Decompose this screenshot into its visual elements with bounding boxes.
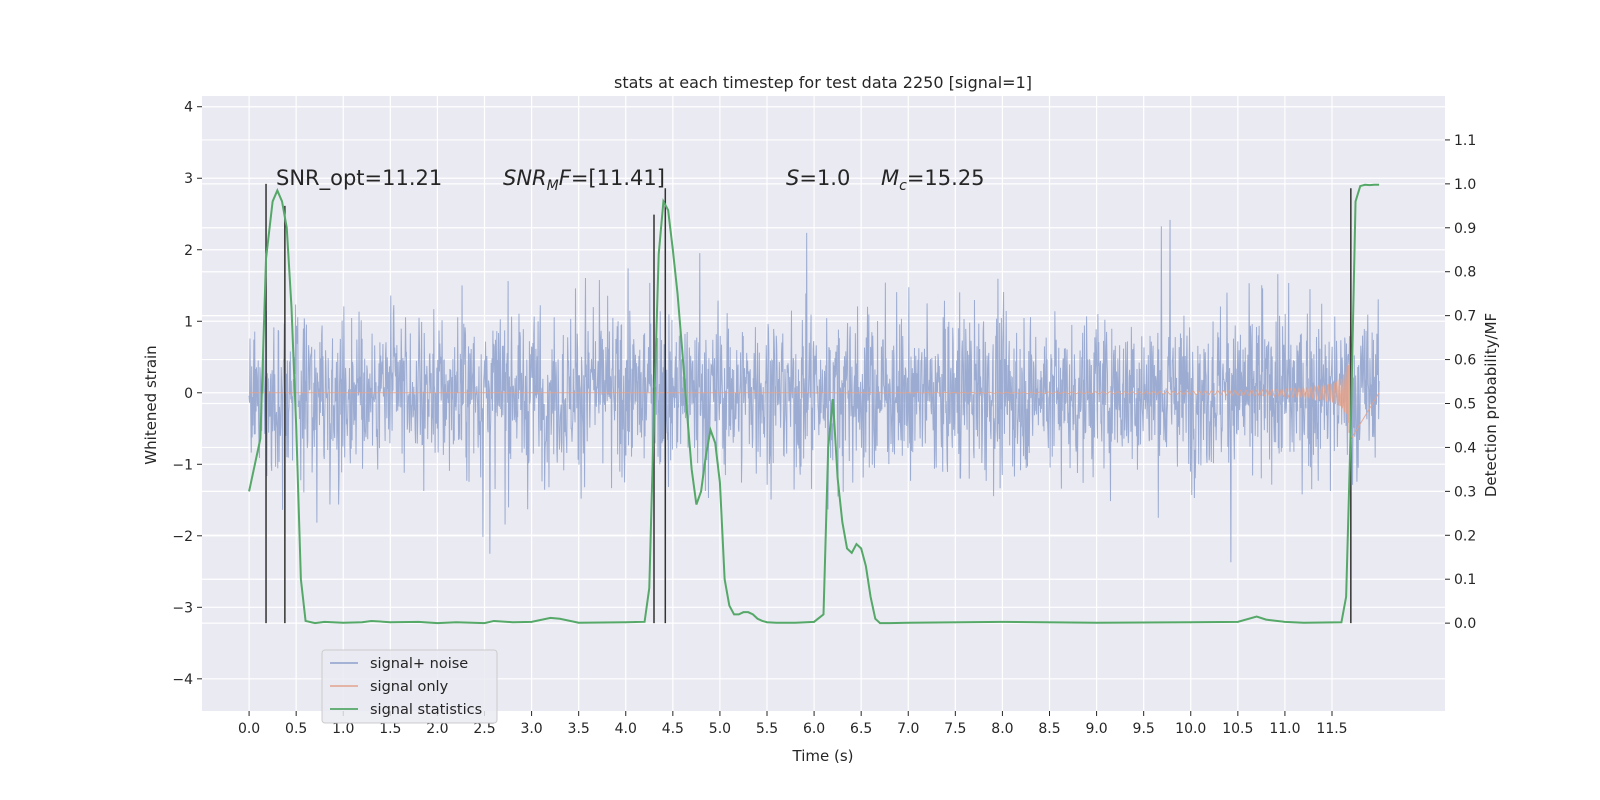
y-tick-label: 4 xyxy=(184,100,193,116)
y-tick-label: −4 xyxy=(172,672,193,688)
chart-title: stats at each timestep for test data 225… xyxy=(614,73,1032,92)
x-tick-label: 1.0 xyxy=(332,721,354,737)
x-tick-label: 8.0 xyxy=(991,721,1013,737)
series-signal-only xyxy=(249,311,1380,463)
y2-tick-label: 0.0 xyxy=(1454,616,1476,632)
x-tick-label: 6.5 xyxy=(850,721,872,737)
annotation-s: S=1.0 xyxy=(786,166,850,190)
series-signal-statistics xyxy=(248,183,1380,625)
vertical-markers xyxy=(248,183,1380,625)
y2-tick-label: 0.9 xyxy=(1454,221,1476,237)
y2-tick-label: 1.1 xyxy=(1454,133,1476,149)
y2-tick-label: 0.8 xyxy=(1454,265,1476,281)
legend-label-signal-only: signal only xyxy=(370,679,449,695)
x-tick-label: 2.0 xyxy=(426,721,448,737)
y-tick-label: 3 xyxy=(184,171,193,187)
y2-tick-label: 1.0 xyxy=(1454,177,1476,193)
x-tick-label: 11.5 xyxy=(1316,721,1347,737)
annotation-snr-opt: SNR_opt=11.21 xyxy=(276,166,442,191)
x-tick-label: 9.0 xyxy=(1085,721,1107,737)
series-signal-noise xyxy=(248,219,1380,563)
annotation-mc: Mc=15.25 xyxy=(881,166,985,194)
y2-axis-label: Detection probability/MF xyxy=(1482,313,1500,497)
annotation-snr-mf: SNRMF=[11.41] xyxy=(503,166,665,194)
y-tick-label: −3 xyxy=(172,600,193,616)
x-tick-label: 7.5 xyxy=(944,721,966,737)
x-tick-label: 3.5 xyxy=(568,721,590,737)
x-tick-label: 3.0 xyxy=(520,721,542,737)
x-tick-label: 7.0 xyxy=(897,721,919,737)
y2-tick-label: 0.7 xyxy=(1454,309,1476,325)
legend-box xyxy=(321,649,498,724)
x-tick-label: 5.5 xyxy=(756,721,778,737)
y2-tick-label: 0.5 xyxy=(1454,397,1476,413)
x-tick-label: 0.0 xyxy=(238,721,260,737)
x-tick-label: 5.0 xyxy=(709,721,731,737)
y2-tick-label: 0.3 xyxy=(1454,484,1476,500)
x-tick-label: 4.0 xyxy=(615,721,637,737)
ticks: 0.0 0.5 1.0 1.5 2.0 2.5 3.0 3.5 4.0 4.5 5.0 5.5 6.0 6… xyxy=(172,100,1476,737)
y2-tick-label: 0.2 xyxy=(1454,528,1476,544)
y-tick-label: −2 xyxy=(172,529,193,545)
x-tick-label: 9.5 xyxy=(1133,721,1155,737)
y-tick-label: 0 xyxy=(184,386,193,402)
x-tick-label: 11.0 xyxy=(1269,721,1300,737)
x-tick-label: 10.0 xyxy=(1175,721,1206,737)
y-axis-label: Whitened strain xyxy=(142,345,160,464)
legend: signal+ noise signal only signal statist… xyxy=(321,649,498,724)
y-tick-label: 2 xyxy=(184,243,193,259)
y2-tick-label: 0.1 xyxy=(1454,572,1476,588)
x-tick-label: 0.5 xyxy=(285,721,307,737)
series-layer xyxy=(248,219,1380,563)
x-tick-label: 6.0 xyxy=(803,721,825,737)
legend-label-signal-statistics: signal statistics xyxy=(370,702,482,718)
legend-label-signal-noise: signal+ noise xyxy=(370,656,468,672)
y2-tick-label: 0.6 xyxy=(1454,353,1476,369)
y-tick-label: 1 xyxy=(184,314,193,330)
x-axis-label: Time (s) xyxy=(792,747,854,765)
x-tick-label: 8.5 xyxy=(1038,721,1060,737)
x-tick-label: 2.5 xyxy=(473,721,495,737)
x-tick-label: 1.5 xyxy=(379,721,401,737)
x-tick-label: 10.5 xyxy=(1222,721,1253,737)
x-tick-label: 4.5 xyxy=(662,721,684,737)
annotations: SNR_opt=11.21 SNRMF=[11.41] S=1.0 Mc=15.… xyxy=(276,166,985,194)
y2-tick-label: 0.4 xyxy=(1454,440,1476,456)
y-tick-label: −1 xyxy=(172,457,193,473)
